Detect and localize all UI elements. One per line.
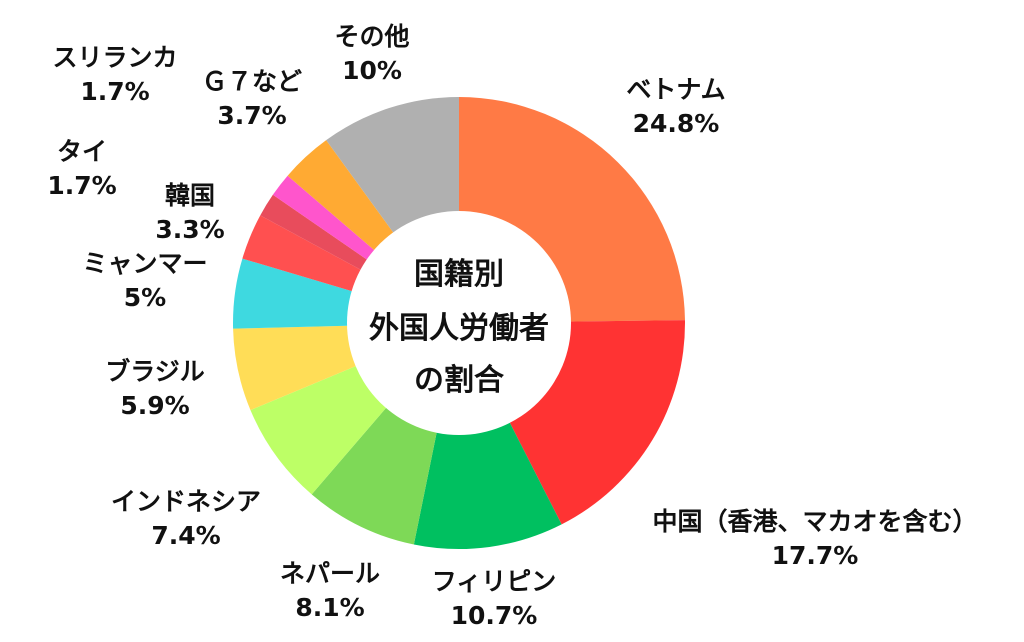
slice-label-name-4: ネパール [280,559,380,588]
slice-label-value-8: 3.3% [155,215,224,244]
slice-label-value-5: 7.4% [151,521,220,550]
slice-label-name-7: ミャンマー [82,249,207,278]
slice-label-name-10: スリランカ [52,43,177,72]
slice-label-name-6: ブラジル [105,357,205,386]
slice-label-value-10: 1.7% [80,77,149,106]
slice-label-name-8: 韓国 [165,181,215,210]
slice-label-value-11: 3.7% [217,101,286,130]
slice-label-name-2: 中国（香港、マカオを含む） [652,507,977,536]
slice-label-value-1: 24.8% [633,109,720,138]
slice-label-name-9: タイ [57,137,107,166]
chart-title-line-3: の割合 [414,363,504,398]
slice-label-value-7: 5% [124,283,166,312]
slice-label-value-2: 17.7% [772,541,859,570]
slice-label-value-12: 10% [342,56,402,85]
slice-label-value-4: 8.1% [295,593,364,622]
slice-label-name-5: インドネシア [111,487,261,516]
chart-title-line-2: 外国人労働者 [369,311,549,346]
donut-hole [347,211,571,435]
slice-label-value-6: 5.9% [120,391,189,420]
slice-labels: ベトナム 24.8% 中国（香港、マカオを含む） 17.7% フィリピン 10.7% ネパー… [47,22,977,630]
slice-label-value-3: 10.7% [451,601,538,630]
slice-label-name-12: その他 [334,22,409,51]
chart-title-line-1: 国籍別 [414,257,504,292]
slice-label-value-9: 1.7% [47,171,116,200]
slice-label-name-3: フィリピン [432,567,557,596]
slice-label-name-1: ベトナム [626,75,725,104]
slice-label-name-11: Ｇ７など [202,67,302,96]
